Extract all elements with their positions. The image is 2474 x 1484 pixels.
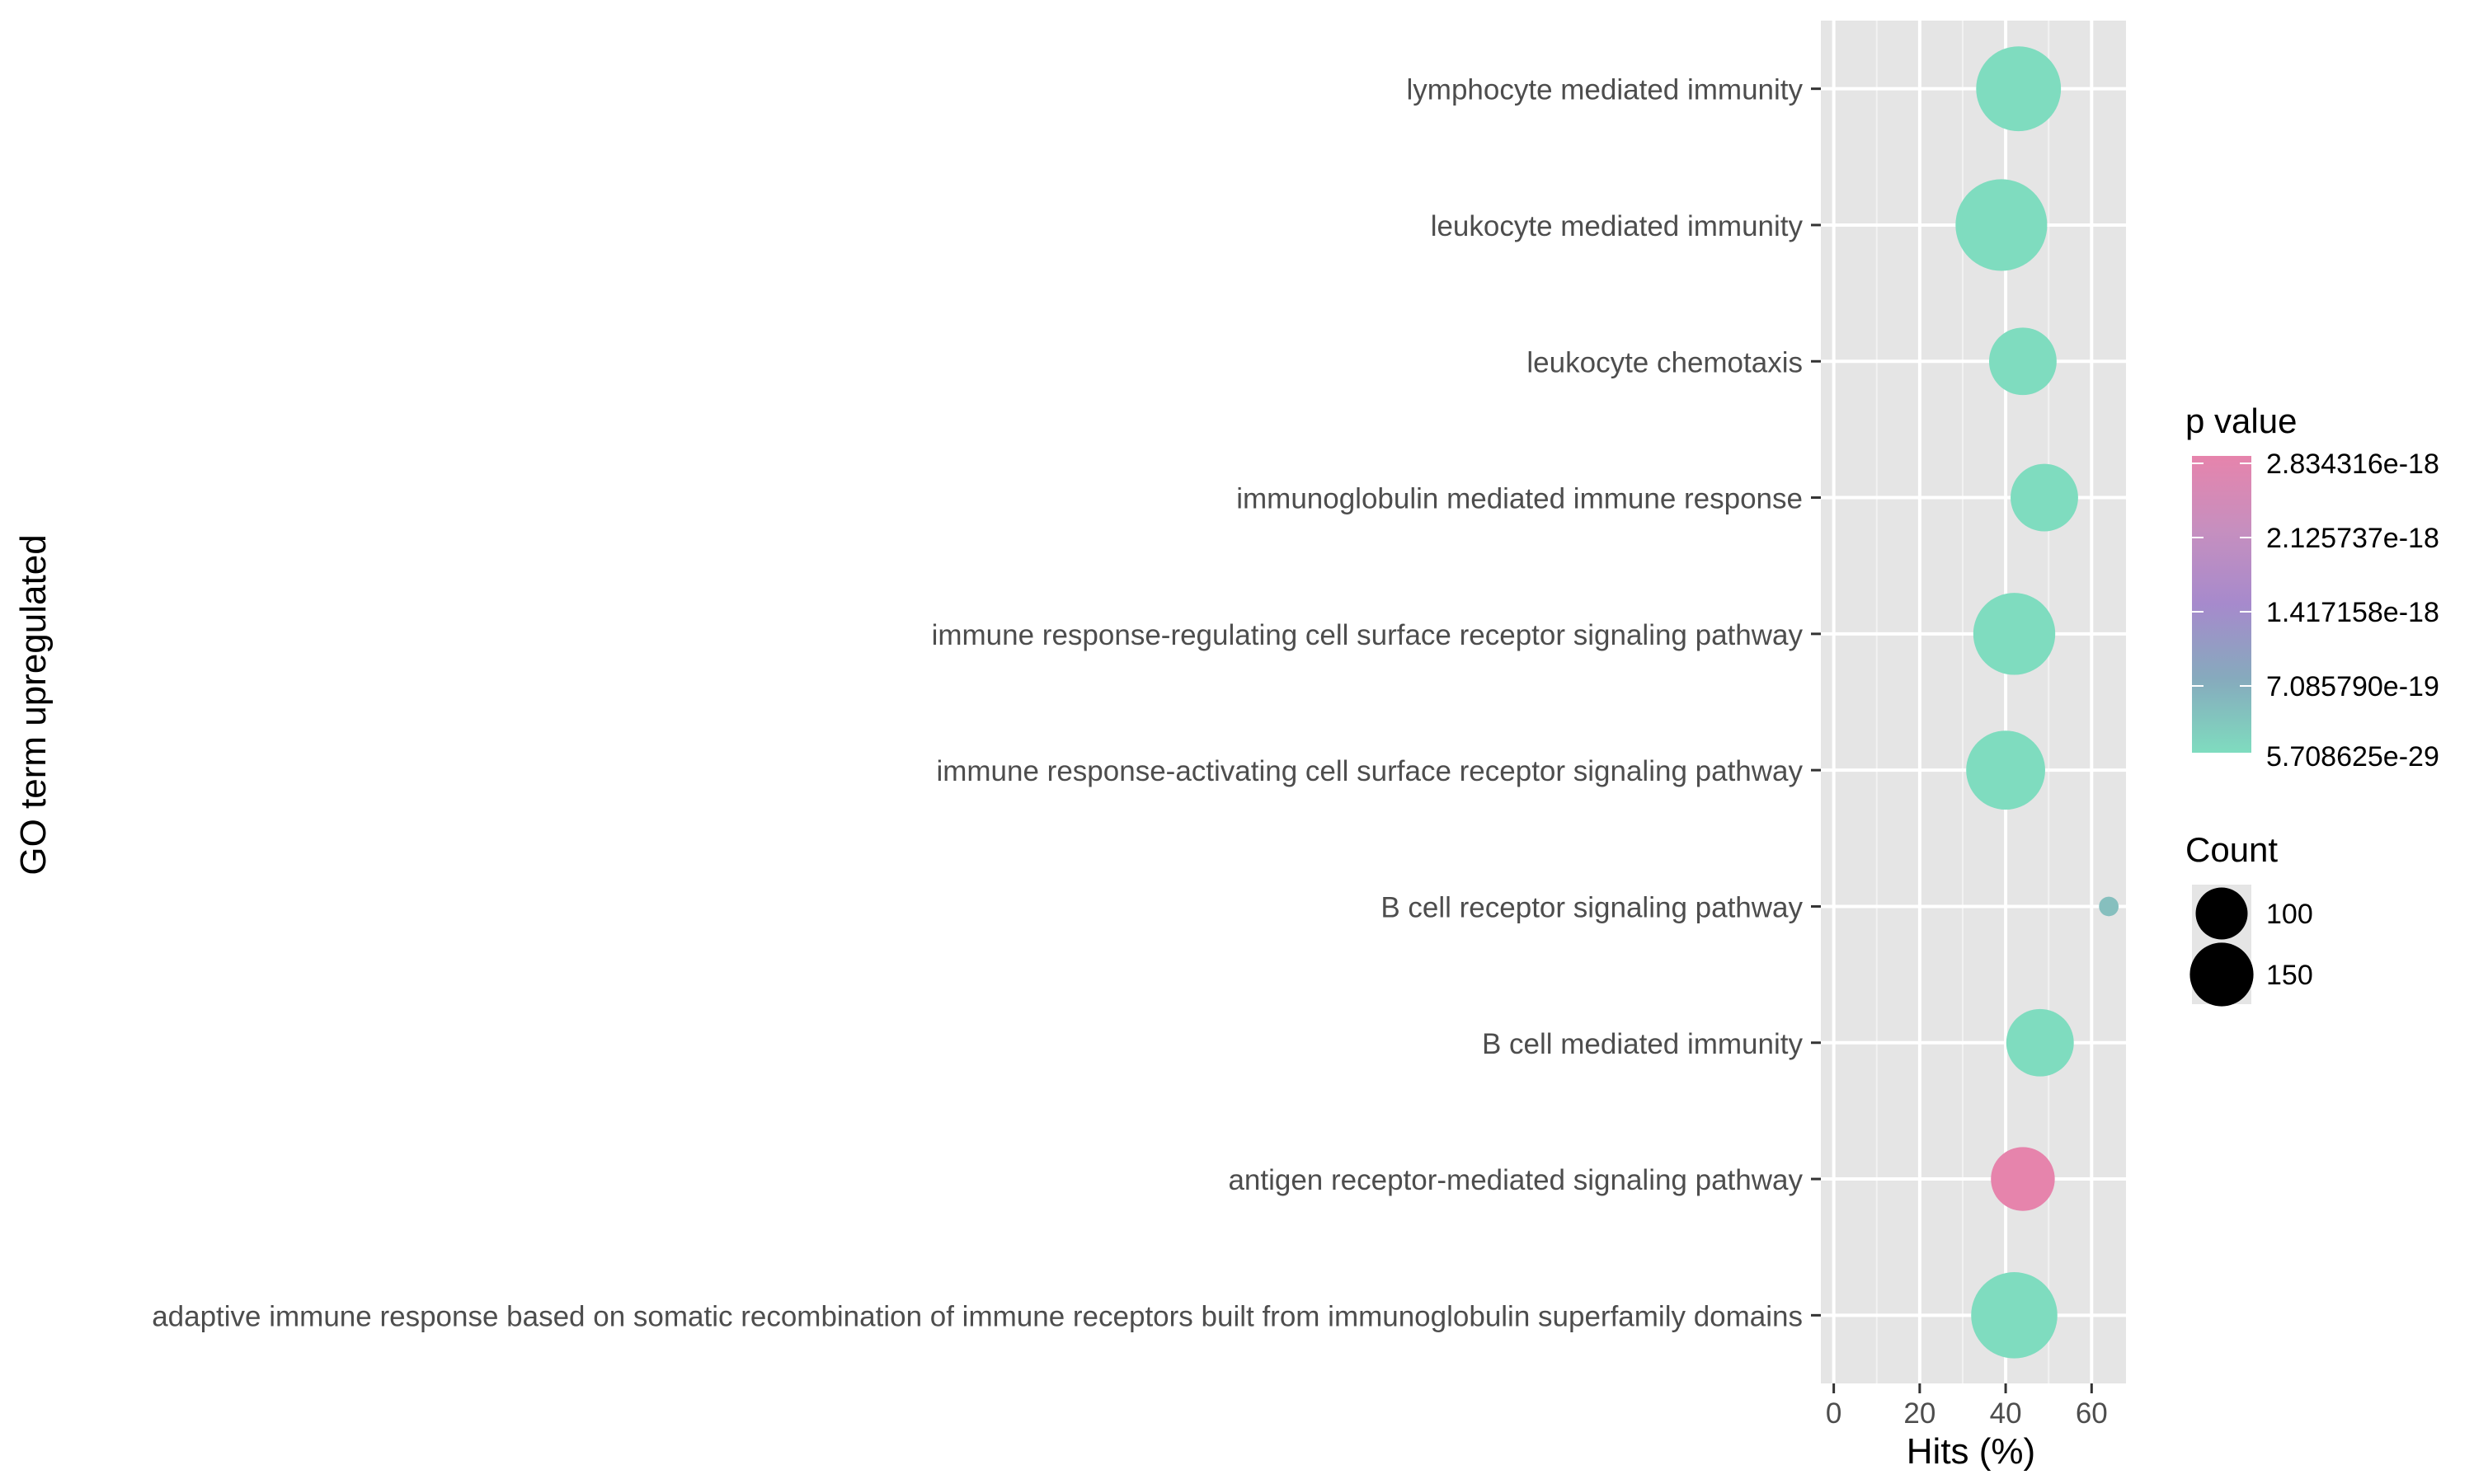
legend: p value 2.834316e-18 2.125737e-18 1.417158…: [2185, 402, 2439, 1007]
color-legend-bar: [2192, 456, 2251, 753]
data-points: [1955, 46, 2119, 1359]
y-tick-label: immunoglobulin mediated immune response: [1236, 483, 1803, 515]
data-point: [2006, 1008, 2074, 1077]
size-legend-label: 150: [2266, 960, 2313, 991]
color-legend-label: 1.417158e-18: [2266, 597, 2439, 628]
data-point: [1976, 46, 2062, 132]
data-point: [1991, 1147, 2055, 1211]
x-tick-label: 0: [1826, 1397, 1841, 1430]
size-legend-swatch: [2195, 887, 2248, 940]
y-tick-label: lymphocyte mediated immunity: [1407, 74, 1804, 106]
size-legend-items: 100 150: [2189, 887, 2313, 1007]
size-legend-label: 100: [2266, 899, 2313, 930]
color-legend-label: 5.708625e-29: [2266, 741, 2439, 773]
color-legend-labels: 2.834316e-18 2.125737e-18 1.417158e-18 7.08…: [2192, 448, 2439, 773]
size-legend-title: Count: [2185, 830, 2278, 869]
color-legend-label: 2.834316e-18: [2266, 448, 2439, 480]
y-tick-label: immune response-activating cell surface …: [936, 755, 1803, 787]
data-point: [1988, 327, 2057, 396]
data-point: [2099, 896, 2119, 917]
size-legend-swatch: [2189, 942, 2254, 1007]
y-tick-label: leukocyte mediated immunity: [1431, 210, 1804, 242]
x-tick-label: 60: [2076, 1397, 2108, 1430]
y-axis-ticks: lymphocyte mediated immunity leukocyte me…: [152, 74, 1821, 1332]
y-axis-title: GO term upregulated: [13, 534, 54, 875]
y-tick-label: adaptive immune response based on somati…: [152, 1300, 1803, 1332]
x-tick-label: 20: [1903, 1397, 1935, 1430]
x-axis-ticks: 0 20 40 60: [1826, 1383, 2108, 1430]
y-tick-label: B cell receptor signaling pathway: [1380, 891, 1803, 923]
color-legend-title: p value: [2185, 402, 2297, 440]
color-legend-label: 7.085790e-19: [2266, 671, 2439, 702]
data-point: [1973, 593, 2056, 675]
y-tick-label: antigen receptor-mediated signaling path…: [1228, 1164, 1803, 1196]
y-tick-label: B cell mediated immunity: [1482, 1028, 1804, 1060]
data-point: [1955, 179, 2048, 271]
y-tick-label: leukocyte chemotaxis: [1526, 346, 1803, 378]
color-legend-label: 2.125737e-18: [2266, 523, 2439, 554]
x-axis-title: Hits (%): [1907, 1431, 2035, 1472]
data-point: [1966, 730, 2045, 810]
data-point: [2011, 463, 2078, 532]
y-tick-label: immune response-regulating cell surface …: [932, 619, 1804, 651]
x-tick-label: 40: [1990, 1397, 2022, 1430]
data-point: [1971, 1272, 2058, 1359]
